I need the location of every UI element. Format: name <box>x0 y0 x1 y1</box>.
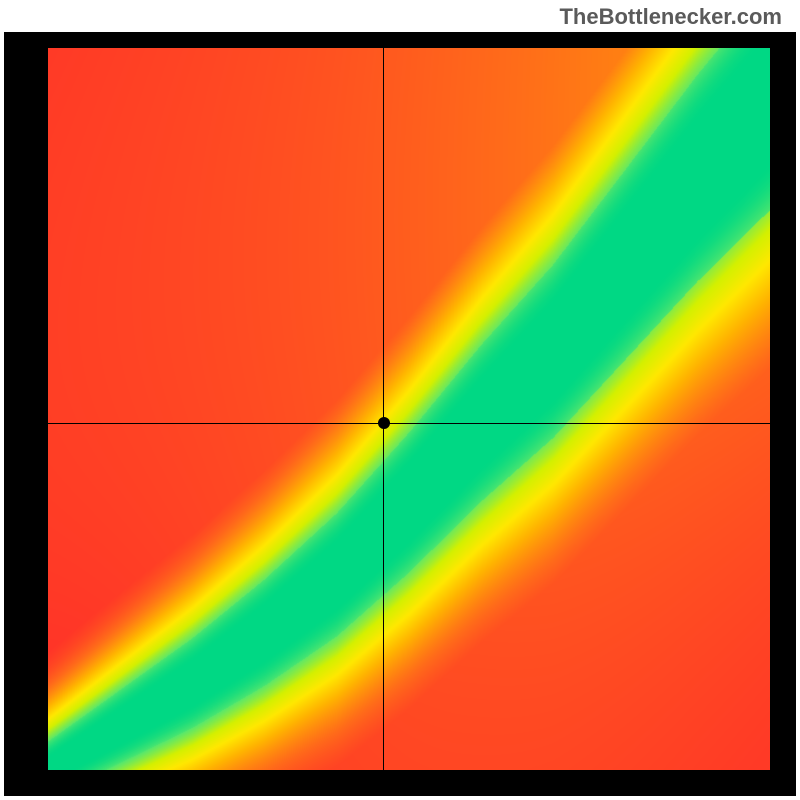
crosshair-marker-dot <box>378 417 390 429</box>
chart-container: TheBottlenecker.com <box>0 0 800 800</box>
heatmap-canvas <box>48 48 770 770</box>
heatmap-plot-area <box>48 48 770 770</box>
crosshair-horizontal-line <box>48 423 770 424</box>
watermark-text: TheBottlenecker.com <box>559 4 782 30</box>
crosshair-vertical-line <box>383 48 384 770</box>
